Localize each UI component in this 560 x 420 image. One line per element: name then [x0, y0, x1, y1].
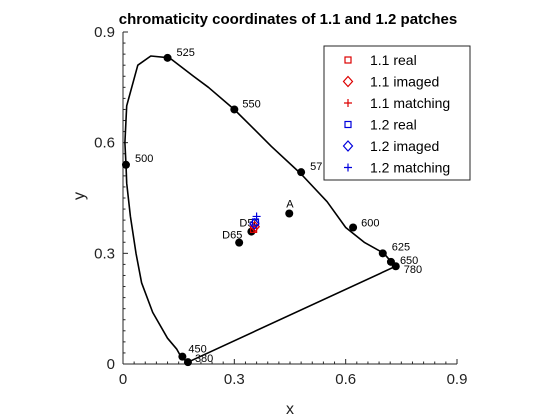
locus-label-550: 550	[242, 98, 260, 110]
legend-label-3: 1.1 matching	[370, 95, 450, 111]
locus-point-380	[184, 358, 192, 366]
x-axis-label: x	[286, 401, 294, 418]
reference-label-a: A	[286, 198, 294, 210]
legend-label-1: 1.1 real	[370, 52, 417, 68]
chart-title: chromaticity coordinates of 1.1 and 1.2 …	[119, 11, 457, 28]
locus-point-525	[164, 54, 172, 62]
reference-label-d65: D65	[222, 230, 242, 242]
locus-point-780	[392, 262, 400, 270]
reference-point-a	[285, 209, 293, 217]
legend: 1.1 real 1.1 imaged 1.1 matching 1.2 real 1.…	[324, 46, 470, 180]
legend-label-2: 1.1 imaged	[370, 74, 439, 90]
legend-label-5: 1.2 imaged	[370, 138, 439, 154]
locus-label-500: 500	[135, 153, 153, 165]
x-tick-label: 0	[119, 371, 127, 388]
x-tick-label: 0.3	[224, 371, 245, 388]
y-tick-label: 0.3	[94, 245, 115, 262]
legend-label-4: 1.2 real	[370, 117, 417, 133]
y-tick-label: 0.6	[94, 135, 115, 152]
x-tick-label: 0.9	[447, 371, 468, 388]
locus-label-380: 380	[195, 353, 213, 365]
locus-point-550	[230, 105, 238, 113]
legend-label-6: 1.2 matching	[370, 160, 450, 176]
locus-point-57	[297, 168, 305, 176]
y-axis-label: y	[71, 192, 88, 200]
y-tick-label: 0.9	[94, 24, 115, 41]
locus-point-500	[122, 161, 130, 169]
locus-label-625: 625	[392, 241, 410, 253]
locus-point-625	[379, 249, 387, 257]
locus-label-600: 600	[361, 218, 379, 230]
locus-point-600	[349, 224, 357, 232]
x-tick-label: 0.6	[335, 371, 356, 388]
locus-label-57: 57	[310, 161, 322, 173]
locus-label-525: 525	[177, 47, 195, 59]
y-tick-label: 0	[107, 356, 115, 373]
locus-label-780: 780	[404, 264, 422, 276]
